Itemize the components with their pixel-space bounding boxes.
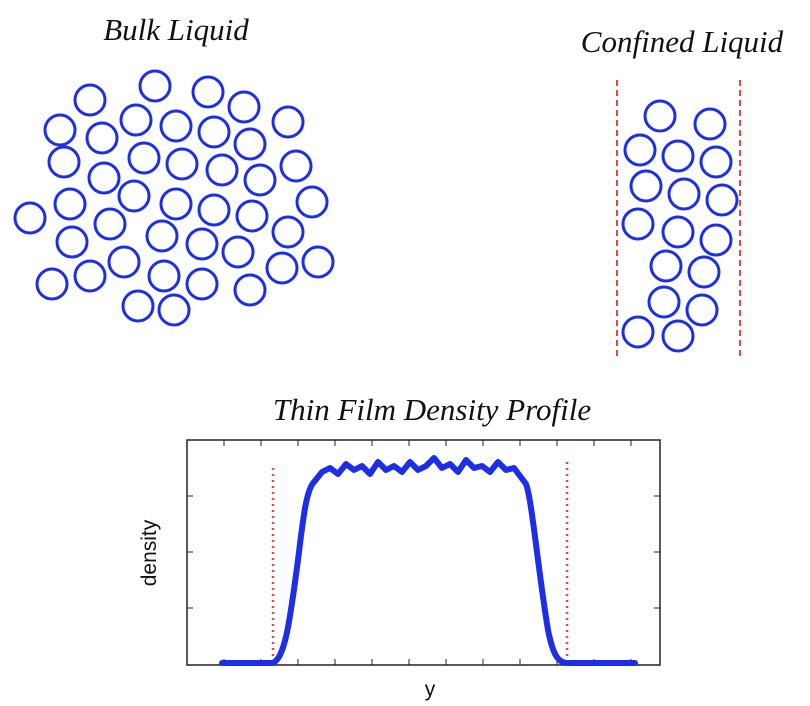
molecule: [53, 187, 87, 221]
molecule: [629, 169, 663, 203]
molecule: [699, 223, 733, 257]
molecule: [117, 179, 151, 213]
molecule: [221, 235, 255, 269]
molecule: [13, 201, 47, 235]
molecule: [205, 153, 239, 187]
plot-frame: [186, 439, 661, 666]
molecule: [271, 105, 305, 139]
molecule: [271, 215, 305, 249]
molecule: [667, 177, 701, 211]
molecule: [227, 90, 261, 124]
molecule: [643, 99, 677, 133]
x-axis-label: y: [425, 678, 436, 701]
molecule: [197, 193, 231, 227]
molecule: [649, 249, 683, 283]
molecule: [265, 251, 299, 285]
confined-molecules: [621, 99, 739, 353]
molecule: [295, 185, 329, 219]
bulk-molecules: [13, 69, 335, 327]
molecule: [47, 145, 81, 179]
density-curve: [219, 455, 638, 666]
molecule: [73, 259, 107, 293]
molecule: [197, 115, 231, 149]
bulk-title: Bulk Liquid: [103, 12, 249, 47]
molecule: [157, 293, 191, 327]
molecule: [685, 293, 719, 327]
molecule: [661, 215, 695, 249]
confined-title: Confined Liquid: [581, 24, 784, 59]
molecule: [279, 149, 313, 183]
molecule: [233, 273, 267, 307]
profile-title: Thin Film Density Profile: [273, 392, 592, 427]
molecule: [87, 161, 121, 195]
molecule: [705, 183, 739, 217]
molecule: [119, 103, 153, 137]
molecule: [235, 199, 269, 233]
molecule: [693, 107, 727, 141]
molecule: [73, 83, 107, 117]
molecule: [147, 259, 181, 293]
molecule: [93, 207, 127, 241]
molecule: [687, 255, 721, 289]
molecule: [185, 227, 219, 261]
molecule: [145, 219, 179, 253]
molecule: [107, 245, 141, 279]
molecule: [699, 145, 733, 179]
molecule: [159, 109, 193, 143]
molecule: [165, 147, 199, 181]
molecule: [243, 163, 277, 197]
molecule: [233, 127, 267, 161]
molecule: [43, 113, 77, 147]
molecule: [647, 285, 681, 319]
molecule: [621, 315, 655, 349]
frame-ticks: [187, 440, 660, 665]
y-axis-label: density: [138, 519, 161, 586]
molecule: [621, 207, 655, 241]
molecule: [55, 225, 89, 259]
molecule: [121, 289, 155, 323]
molecule: [138, 69, 172, 103]
molecule: [301, 245, 335, 279]
molecule: [35, 267, 69, 301]
molecule: [661, 319, 695, 353]
molecule: [185, 267, 219, 301]
molecule: [661, 139, 695, 173]
molecule: [159, 187, 193, 221]
molecule: [191, 75, 225, 109]
molecule: [127, 141, 161, 175]
molecule: [623, 133, 657, 167]
molecule: [85, 121, 119, 155]
